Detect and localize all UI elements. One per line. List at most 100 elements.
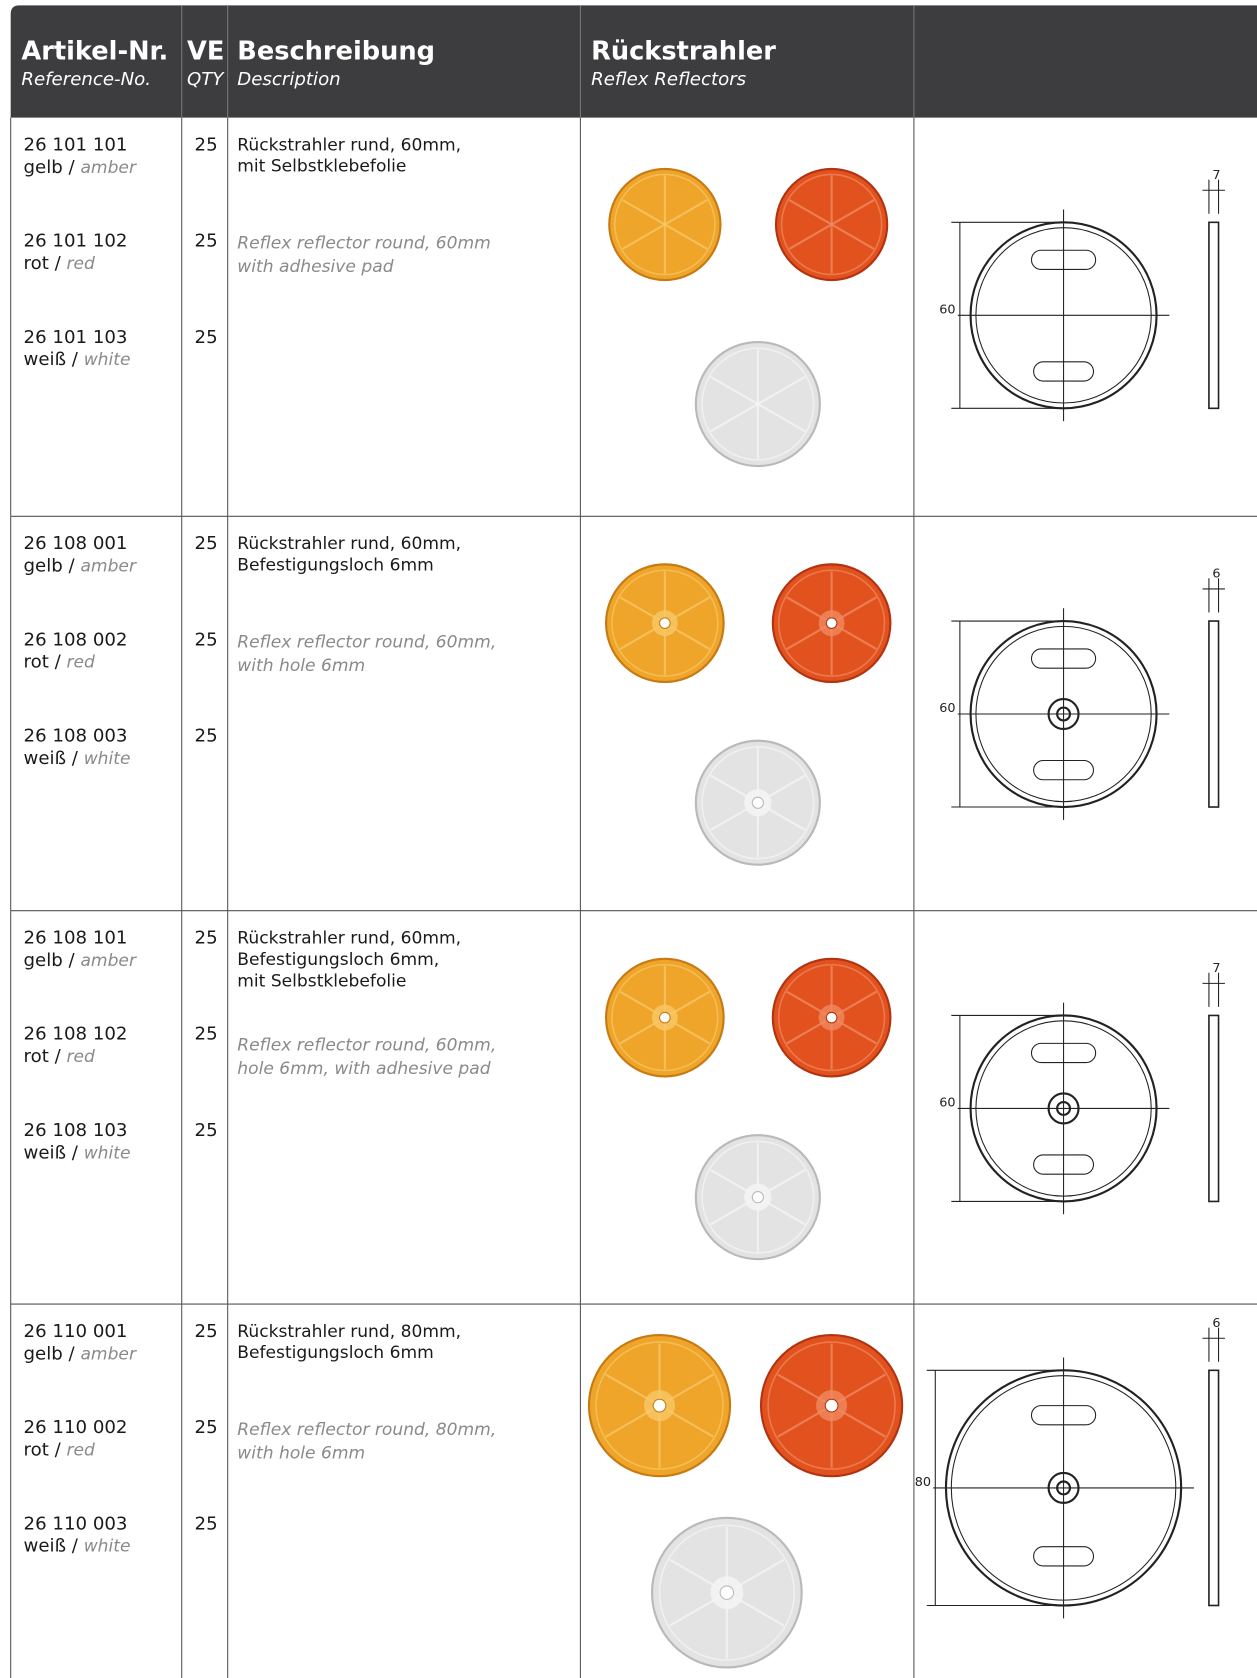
drawing-hole: [1047, 1092, 1080, 1125]
color-separator: /: [66, 1142, 84, 1163]
reflector-hole: [824, 1398, 839, 1413]
drawing-label-slot: [1030, 1405, 1097, 1426]
column-title: Beschreibung: [237, 36, 435, 66]
article-color: gelb / amber: [24, 556, 137, 577]
reflector-spoke: [710, 375, 759, 405]
color-separator: /: [49, 1046, 67, 1067]
quantity: 25: [195, 1513, 218, 1534]
reflector-rim: [701, 347, 815, 461]
color-separator: /: [49, 1439, 67, 1460]
color-en: amber: [80, 158, 136, 178]
quantity: 25: [195, 725, 218, 746]
reflector-rim: [611, 963, 719, 1072]
drawing-hole: [1056, 1100, 1072, 1116]
color-separator: /: [63, 950, 81, 971]
article-color: rot / red: [24, 652, 96, 673]
color-en: white: [84, 749, 131, 769]
reflector-spoke: [788, 199, 833, 226]
description-de: mit Selbstklebefolie: [237, 157, 406, 177]
reflector-photo: [587, 1333, 732, 1478]
reflector-rim: [767, 1341, 896, 1470]
article-color: rot / red: [24, 1046, 96, 1067]
reflector-photo: [694, 739, 821, 866]
article-number: 26 110 003: [24, 1513, 128, 1534]
thickness-label: 6: [1212, 1316, 1220, 1331]
color-en: white: [84, 1143, 131, 1163]
article-number: 26 101 101: [24, 134, 128, 155]
drawing-label-slot: [1033, 1154, 1095, 1175]
side-profile: [1208, 620, 1220, 808]
reflector-rim: [701, 746, 815, 860]
article-number: 26 110 002: [24, 1417, 128, 1438]
reflector-hole: [719, 1585, 735, 1600]
article-color: weiß / white: [24, 349, 131, 370]
reflector-rim: [611, 569, 719, 677]
drawing-hole: [1047, 1471, 1080, 1504]
side-profile: [1208, 1369, 1220, 1607]
article-color: gelb / amber: [24, 1343, 137, 1364]
color-en: red: [66, 1440, 95, 1460]
technical-drawing: 60 6: [939, 566, 1225, 820]
reflector-photo: [604, 563, 725, 684]
reflector-spoke: [757, 375, 806, 405]
article-number: 26 108 102: [24, 1024, 128, 1045]
column-subtitle: Reference-No.: [21, 69, 151, 90]
article-number: 26 108 002: [24, 629, 128, 650]
article-color: gelb / amber: [24, 157, 137, 178]
color-de: weiß: [24, 748, 67, 769]
technical-drawing: 60 7: [939, 168, 1225, 422]
color-de: gelb: [24, 1343, 63, 1364]
quantity: 25: [195, 1024, 218, 1045]
color-en: amber: [80, 557, 136, 577]
drawing-label-slot: [1033, 361, 1095, 382]
description-en: Reflex reflector round, 60mm,: [237, 632, 496, 652]
reflector-spoke: [831, 223, 875, 250]
description-de: mit Selbstklebefolie: [237, 971, 406, 991]
reflector-spoke: [621, 199, 666, 226]
article-number: 26 108 003: [24, 725, 128, 746]
article-color: weiß / white: [24, 1142, 131, 1163]
quantity: 25: [195, 1417, 218, 1438]
description-de: Befestigungsloch 6mm: [237, 555, 433, 575]
reflector-hole: [659, 1011, 671, 1024]
reflector-rim: [777, 963, 886, 1072]
reflector-photo: [694, 340, 821, 468]
description-en: Reflex reflector round, 80mm,: [237, 1420, 496, 1440]
reflector-hole: [659, 617, 671, 629]
drawing-hole: [1056, 706, 1072, 722]
reflector-spoke: [831, 199, 875, 226]
description-de: Rückstrahler rund, 80mm,: [237, 1322, 461, 1342]
description-en: Reflex reflector round, 60mm: [237, 234, 491, 254]
description-en: with hole 6mm: [237, 1444, 365, 1464]
quantity: 25: [195, 134, 218, 155]
drawing-label-slot: [1030, 648, 1097, 669]
article-color: rot / red: [24, 1439, 96, 1460]
reflector-rim: [658, 1524, 795, 1661]
article-color: gelb / amber: [24, 950, 137, 971]
reflector-hole: [751, 796, 764, 809]
article-number: 26 110 001: [24, 1321, 128, 1342]
quantity: 25: [195, 1321, 218, 1342]
description-en: with adhesive pad: [237, 257, 393, 277]
color-de: rot: [24, 253, 49, 274]
reflector-spoke: [710, 403, 759, 433]
reflector-photo: [694, 1134, 821, 1261]
reflector-hole: [751, 1191, 764, 1204]
color-separator: /: [63, 556, 81, 577]
thickness-label: 6: [1212, 566, 1220, 581]
diameter-label: 60: [939, 302, 955, 317]
reflector-photo: [771, 563, 892, 684]
side-profile: [1208, 1014, 1220, 1203]
color-de: rot: [24, 1046, 49, 1067]
reflector-rim: [614, 173, 716, 276]
reflector-hole: [825, 617, 838, 629]
color-en: red: [66, 653, 95, 673]
color-en: amber: [80, 951, 136, 971]
color-de: gelb: [24, 556, 63, 577]
color-de: weiß: [24, 1142, 67, 1163]
article-color: rot / red: [24, 253, 96, 274]
article-number: 26 108 001: [24, 533, 128, 554]
color-separator: /: [63, 157, 81, 178]
reflector-photo: [608, 167, 722, 282]
color-de: rot: [24, 1439, 49, 1460]
